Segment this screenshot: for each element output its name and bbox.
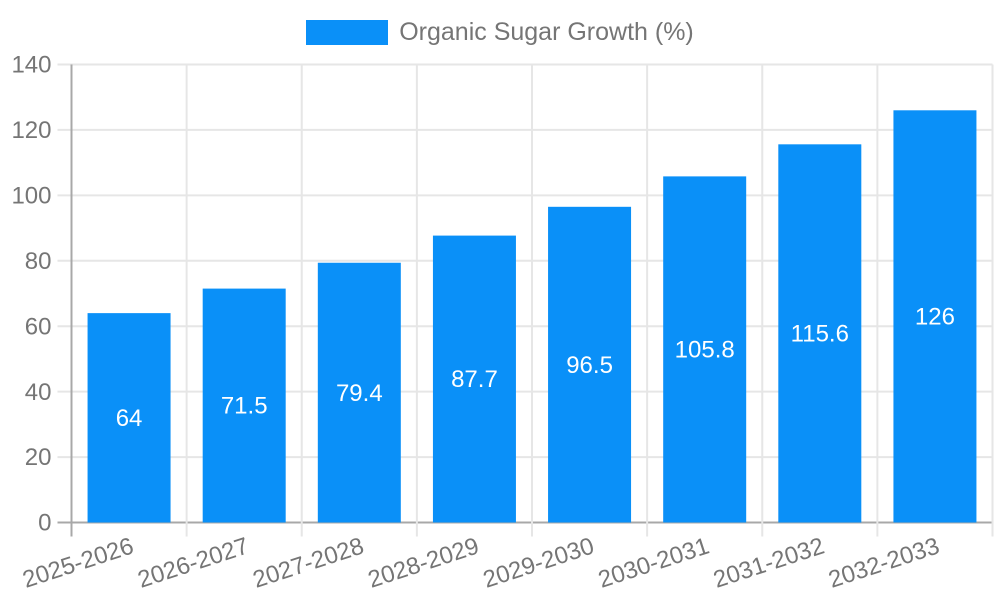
legend-color-swatch xyxy=(306,20,389,45)
bar-value-label: 79.4 xyxy=(336,380,383,407)
bar-value-label: 71.5 xyxy=(221,393,268,420)
y-axis-tick-label: 20 xyxy=(25,444,52,471)
bar-value-label: 105.8 xyxy=(675,337,735,364)
bar-value-label: 126 xyxy=(915,304,955,331)
x-axis-tick-label: 2025-2026 xyxy=(19,533,137,594)
y-axis-tick-label: 60 xyxy=(25,313,52,340)
bar[interactable] xyxy=(778,144,862,523)
bar[interactable] xyxy=(317,262,401,523)
y-axis-tick-label: 0 xyxy=(38,510,51,537)
x-axis-tick-label: 2028-2029 xyxy=(365,533,483,594)
y-axis-tick-label: 120 xyxy=(11,117,51,144)
x-axis-tick-label: 2031-2032 xyxy=(710,533,828,594)
bar[interactable] xyxy=(548,206,632,523)
legend-label: Organic Sugar Growth (%) xyxy=(399,18,694,46)
chart-legend[interactable]: Organic Sugar Growth (%) xyxy=(0,20,1000,45)
bar[interactable] xyxy=(432,235,516,523)
bar-value-label: 87.7 xyxy=(451,366,498,393)
bar[interactable] xyxy=(202,288,286,523)
x-axis-tick-label: 2030-2031 xyxy=(595,533,713,594)
bar-value-label: 115.6 xyxy=(791,321,849,348)
x-axis-tick-label: 2029-2030 xyxy=(480,533,598,594)
y-axis-tick-label: 140 xyxy=(11,52,51,79)
bar[interactable] xyxy=(893,110,977,523)
x-axis-tick-label: 2032-2033 xyxy=(825,533,943,594)
bar[interactable] xyxy=(87,313,171,523)
bar[interactable] xyxy=(663,176,747,523)
x-axis-tick-label: 2027-2028 xyxy=(250,533,368,594)
y-axis-tick-label: 80 xyxy=(25,248,52,275)
y-axis-tick-label: 40 xyxy=(25,379,52,406)
bar-value-label: 64 xyxy=(116,405,143,432)
bar-value-label: 96.5 xyxy=(566,352,613,379)
x-axis-tick-label: 2026-2027 xyxy=(135,533,253,594)
y-axis-tick-label: 100 xyxy=(11,183,51,210)
